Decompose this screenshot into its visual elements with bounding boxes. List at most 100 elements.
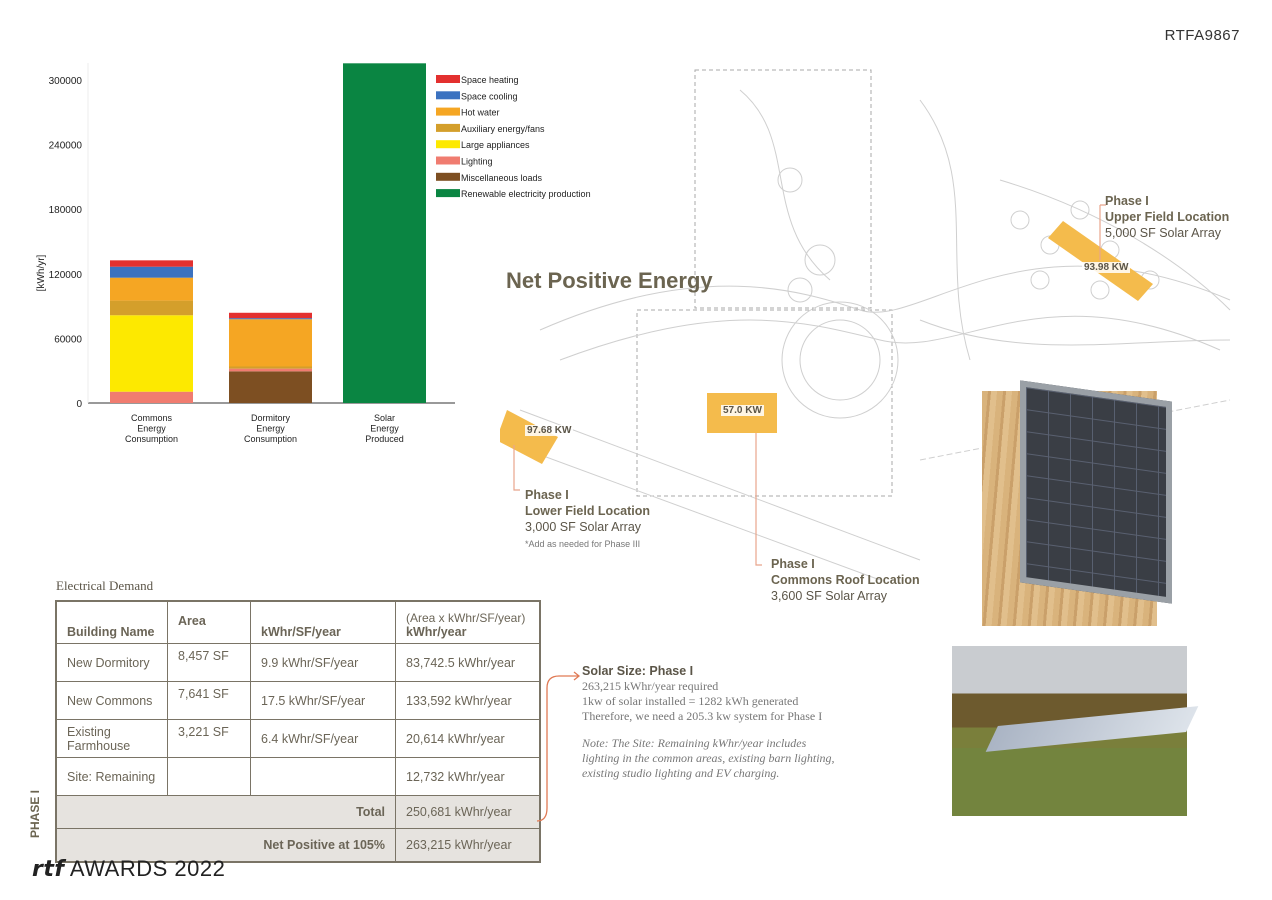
lower-field-array — [500, 410, 558, 464]
total-row: Total 250,681 kWhr/year — [55, 795, 541, 829]
table-row: Existing Farmhouse 3,221 SF 6.4 kWhr/SF/ye… — [55, 719, 541, 758]
table-cell: New Dormitory — [55, 643, 168, 682]
rtf-logo: rtf — [32, 857, 65, 882]
x-tick-label: Dormitory — [251, 413, 291, 423]
legend-entry: Lighting — [461, 157, 493, 167]
table-cell: 3,221 SF — [167, 719, 251, 758]
x-tick-label: Consumption — [244, 434, 297, 444]
y-tick-label: 60000 — [54, 334, 82, 345]
x-tick-label: Energy — [370, 424, 399, 434]
x-tick-label: Commons — [131, 413, 173, 423]
bar-segment-space-heating — [229, 312, 312, 319]
table-row: Site: Remaining 12,732 kWhr/year — [55, 757, 541, 796]
location-label: Upper Field Location — [1105, 210, 1230, 224]
table-cell: New Commons — [55, 681, 168, 720]
awards-text: AWARDS 2022 — [69, 856, 226, 881]
site-plan — [500, 69, 1231, 580]
solar-remark: Note: The Site: Remaining kWhr/year incl… — [582, 736, 835, 780]
phase-side-label: PHASE I — [28, 789, 42, 838]
net-positive-row: Net Positive at 105% 263,215 kWhr/year — [55, 828, 541, 863]
solar-heading: Solar Size: Phase I — [582, 664, 694, 678]
board-code: RTFA9867 — [1164, 27, 1240, 44]
header-area: Area — [167, 600, 251, 644]
legend-entry: Space heating — [461, 75, 519, 85]
commons-roof-callout: Phase I Commons Roof Location 3,600 SF S… — [771, 556, 920, 604]
table-cell: 8,457 SF — [167, 643, 251, 682]
legend-entry: Auxiliary energy/fans — [461, 124, 545, 134]
total-label: Total — [55, 795, 396, 829]
phase-label: Phase I — [1105, 194, 1149, 208]
table-cell: 9.9 kWhr/SF/year — [250, 643, 396, 682]
solar-size-note: Solar Size: Phase I 263,215 kWhr/year re… — [582, 664, 842, 781]
awards-footer: rtf AWARDS 2022 — [32, 856, 225, 882]
location-label: Lower Field Location — [525, 504, 651, 518]
phase-label: Phase I — [771, 557, 815, 571]
header-building: Building Name — [55, 600, 168, 644]
arrow-connector — [536, 671, 581, 822]
x-tick-label: Energy — [137, 424, 166, 434]
upper-field-array — [1048, 221, 1153, 301]
legend-swatch — [436, 172, 460, 181]
net-label: Net Positive at 105% — [55, 828, 396, 863]
array-kw-label: 57.0 KW — [721, 405, 764, 416]
table-cell: Site: Remaining — [55, 757, 168, 796]
legend-entry: Miscellaneous loads — [461, 173, 543, 183]
bar-segment-lighting — [229, 368, 312, 372]
table-cell: 12,732 kWhr/year — [395, 757, 541, 796]
table-cell: 6.4 kWhr/SF/year — [250, 719, 396, 758]
legend-entry: Space cooling — [461, 91, 518, 101]
location-label: Commons Roof Location — [771, 573, 920, 587]
bar-segment-lighting — [110, 391, 193, 403]
field-solar-photo — [952, 646, 1199, 816]
header-sub: (Area x kWhr/SF/year) — [406, 611, 526, 625]
x-tick-label: Consumption — [125, 434, 178, 444]
table-row: New Dormitory 8,457 SF 9.9 kWhr/SF/year 83,… — [55, 643, 541, 682]
bar-segment-hot-water — [229, 319, 312, 367]
bar-segment-renewable-electricity-production — [343, 63, 426, 403]
total-value: 250,681 kWhr/year — [395, 795, 541, 829]
legend-swatch — [436, 189, 460, 198]
phase-label: Phase I — [525, 488, 569, 502]
legend-swatch — [436, 91, 460, 100]
bar-segment-auxiliary-energy-fans — [229, 366, 312, 369]
x-tick-label: Energy — [256, 424, 285, 434]
size-label: 3,600 SF Solar Array — [771, 589, 888, 603]
array-kw-label: 97.68 KW — [525, 425, 574, 436]
table-row: New Commons 7,641 SF 17.5 kWhr/SF/year 133,… — [55, 681, 541, 720]
legend-swatch — [436, 156, 460, 165]
table-cell: Existing Farmhouse — [55, 719, 168, 758]
y-tick-label: 0 — [76, 399, 82, 410]
size-label: 5,000 SF Solar Array — [1105, 226, 1222, 240]
table-cell: 83,742.5 kWhr/year — [395, 643, 541, 682]
legend-entry: Hot water — [461, 108, 500, 118]
bar-segment-hot-water — [110, 277, 193, 301]
x-tick-label: Solar — [374, 413, 395, 423]
table-title: Electrical Demand — [56, 578, 154, 593]
bar-segment-miscellaneous-loads — [229, 371, 312, 403]
legend-entry: Renewable electricity production — [461, 189, 591, 199]
solar-line: 263,215 kWhr/year required — [582, 679, 719, 693]
roof-solar-photo — [982, 380, 1172, 626]
y-tick-label: 120000 — [49, 270, 83, 281]
array-kw-label: 93.98 KW — [1082, 262, 1131, 273]
legend-swatch — [436, 140, 460, 149]
table-cell: 7,641 SF — [167, 681, 251, 720]
header-rate: kWhr/SF/year — [250, 600, 396, 644]
legend-swatch — [436, 75, 460, 83]
bar-segment-space-heating — [110, 260, 193, 267]
header-total-label: kWhr/year — [406, 625, 467, 639]
phase-note: *Add as needed for Phase III — [525, 539, 641, 549]
y-axis-label: [kWh/yr] — [36, 254, 47, 291]
bar-segment-space-cooling — [110, 266, 193, 278]
net-value: 263,215 kWhr/year — [395, 828, 541, 863]
energy-chart: 0 60000 120000 180000 240000 300000 [kWh/yr] Co… — [36, 63, 591, 444]
upper-field-callout: Phase I Upper Field Location 5,000 SF So… — [1105, 193, 1229, 241]
page-title: Net Positive Energy — [506, 268, 713, 293]
table-cell — [250, 757, 396, 796]
electrical-demand-table: Building Name Area kWhr/SF/year (Area x … — [55, 600, 541, 863]
bar-segment-auxiliary-energy-fans — [110, 300, 193, 316]
table-cell: 20,614 kWhr/year — [395, 719, 541, 758]
legend-entry: Large appliances — [461, 140, 530, 150]
lower-field-callout: Phase I Lower Field Location 3,000 SF So… — [525, 487, 650, 552]
